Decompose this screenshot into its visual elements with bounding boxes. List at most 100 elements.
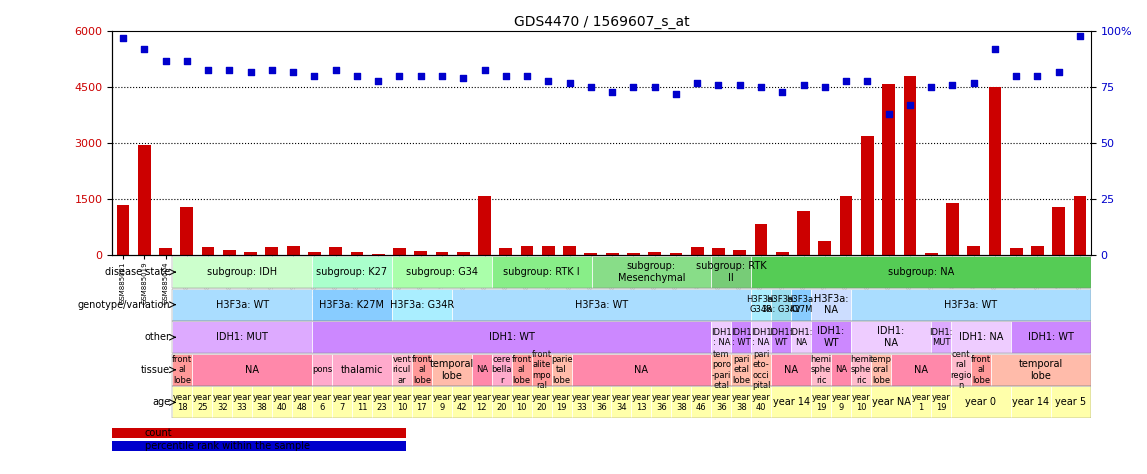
Bar (563, 246, 576, 255)
FancyBboxPatch shape (232, 386, 252, 419)
Bar (543, 246, 555, 255)
Point (454, 75, 473, 82)
Point (1007, 73, 1025, 80)
FancyBboxPatch shape (312, 321, 711, 353)
Point (518, 73, 537, 80)
Text: year
10: year 10 (851, 393, 871, 412)
Text: pari
eto-
occi
pital: pari eto- occi pital (752, 350, 771, 390)
Text: H3F3a: G34R: H3F3a: G34R (390, 300, 454, 310)
Point (624, 83, 642, 91)
Text: year
38: year 38 (252, 393, 272, 412)
FancyBboxPatch shape (592, 256, 711, 288)
Bar (287, 246, 299, 255)
FancyBboxPatch shape (312, 354, 331, 386)
Bar (585, 253, 598, 255)
Text: temporal
lobe: temporal lobe (1019, 359, 1063, 381)
FancyBboxPatch shape (571, 354, 711, 386)
FancyBboxPatch shape (312, 256, 392, 288)
Text: year
48: year 48 (292, 393, 312, 412)
Text: year
46: year 46 (692, 393, 711, 412)
FancyBboxPatch shape (771, 289, 791, 320)
Bar (904, 76, 916, 255)
Text: IDH1: WT: IDH1: WT (1028, 332, 1074, 342)
Bar (117, 205, 130, 255)
FancyBboxPatch shape (193, 354, 312, 386)
Bar (648, 253, 661, 255)
FancyBboxPatch shape (711, 321, 732, 353)
FancyBboxPatch shape (392, 289, 452, 320)
FancyBboxPatch shape (632, 386, 651, 419)
Text: vent
ricul
ar: vent ricul ar (392, 355, 412, 385)
Point (178, 57, 196, 64)
Point (1050, 68, 1068, 75)
Point (858, 77, 876, 84)
Bar (499, 248, 513, 255)
FancyBboxPatch shape (512, 354, 531, 386)
FancyBboxPatch shape (172, 256, 312, 288)
FancyBboxPatch shape (252, 386, 272, 419)
Text: H3F3a: K27M: H3F3a: K27M (320, 300, 384, 310)
Text: year
9: year 9 (832, 393, 851, 412)
FancyBboxPatch shape (851, 321, 931, 353)
FancyBboxPatch shape (452, 289, 751, 320)
Bar (627, 253, 640, 255)
Text: year
19: year 19 (552, 393, 571, 412)
FancyBboxPatch shape (452, 386, 471, 419)
FancyBboxPatch shape (751, 256, 1091, 288)
Text: hemi
sphe
ric: hemi sphe ric (850, 355, 872, 385)
Point (114, 34, 132, 42)
FancyBboxPatch shape (811, 289, 851, 320)
FancyBboxPatch shape (331, 354, 392, 386)
Bar (797, 210, 810, 255)
Text: other: other (145, 332, 170, 342)
FancyBboxPatch shape (172, 321, 312, 353)
FancyBboxPatch shape (951, 321, 1011, 353)
Text: year 0: year 0 (966, 397, 997, 408)
Text: year
18: year 18 (173, 393, 192, 412)
Point (816, 83, 834, 91)
FancyBboxPatch shape (372, 386, 392, 419)
Text: subgroup: G34: subgroup: G34 (406, 267, 478, 277)
Text: year
13: year 13 (632, 393, 650, 412)
Text: IDH1: WT: IDH1: WT (489, 332, 535, 342)
Point (284, 68, 303, 75)
Text: front
alite
mpo
ral: front alite mpo ral (531, 350, 552, 390)
FancyBboxPatch shape (951, 354, 970, 386)
Text: H3F3a: WT: H3F3a: WT (944, 300, 998, 310)
FancyBboxPatch shape (811, 354, 832, 386)
FancyBboxPatch shape (412, 354, 431, 386)
FancyBboxPatch shape (811, 321, 851, 353)
FancyBboxPatch shape (431, 354, 471, 386)
Text: thalamic: thalamic (341, 365, 383, 375)
Text: front
al
lobe: front al lobe (970, 355, 991, 385)
FancyBboxPatch shape (891, 354, 951, 386)
FancyBboxPatch shape (331, 386, 352, 419)
FancyBboxPatch shape (1011, 386, 1051, 419)
FancyBboxPatch shape (431, 386, 452, 419)
Point (327, 66, 345, 73)
FancyBboxPatch shape (851, 386, 871, 419)
FancyBboxPatch shape (212, 386, 232, 419)
Text: year
23: year 23 (373, 393, 391, 412)
Text: H3F3a:
K27M: H3F3a: K27M (786, 295, 817, 314)
Bar (690, 247, 703, 255)
FancyBboxPatch shape (732, 354, 751, 386)
Point (497, 73, 515, 80)
Text: year
36: year 36 (712, 393, 731, 412)
Text: disease state: disease state (106, 267, 170, 277)
Text: year
42: year 42 (452, 393, 471, 412)
FancyBboxPatch shape (832, 354, 851, 386)
FancyBboxPatch shape (711, 256, 751, 288)
Text: year
38: year 38 (672, 393, 690, 412)
Text: IDH1:
WT: IDH1: WT (818, 327, 844, 348)
Text: year
20: year 20 (532, 393, 551, 412)
FancyBboxPatch shape (392, 354, 412, 386)
Bar (112, 441, 406, 451)
FancyBboxPatch shape (492, 256, 592, 288)
Text: NA: NA (634, 365, 648, 375)
Text: year
33: year 33 (233, 393, 251, 412)
Bar (840, 196, 852, 255)
FancyBboxPatch shape (471, 354, 492, 386)
Bar (223, 250, 236, 255)
Point (731, 82, 749, 89)
